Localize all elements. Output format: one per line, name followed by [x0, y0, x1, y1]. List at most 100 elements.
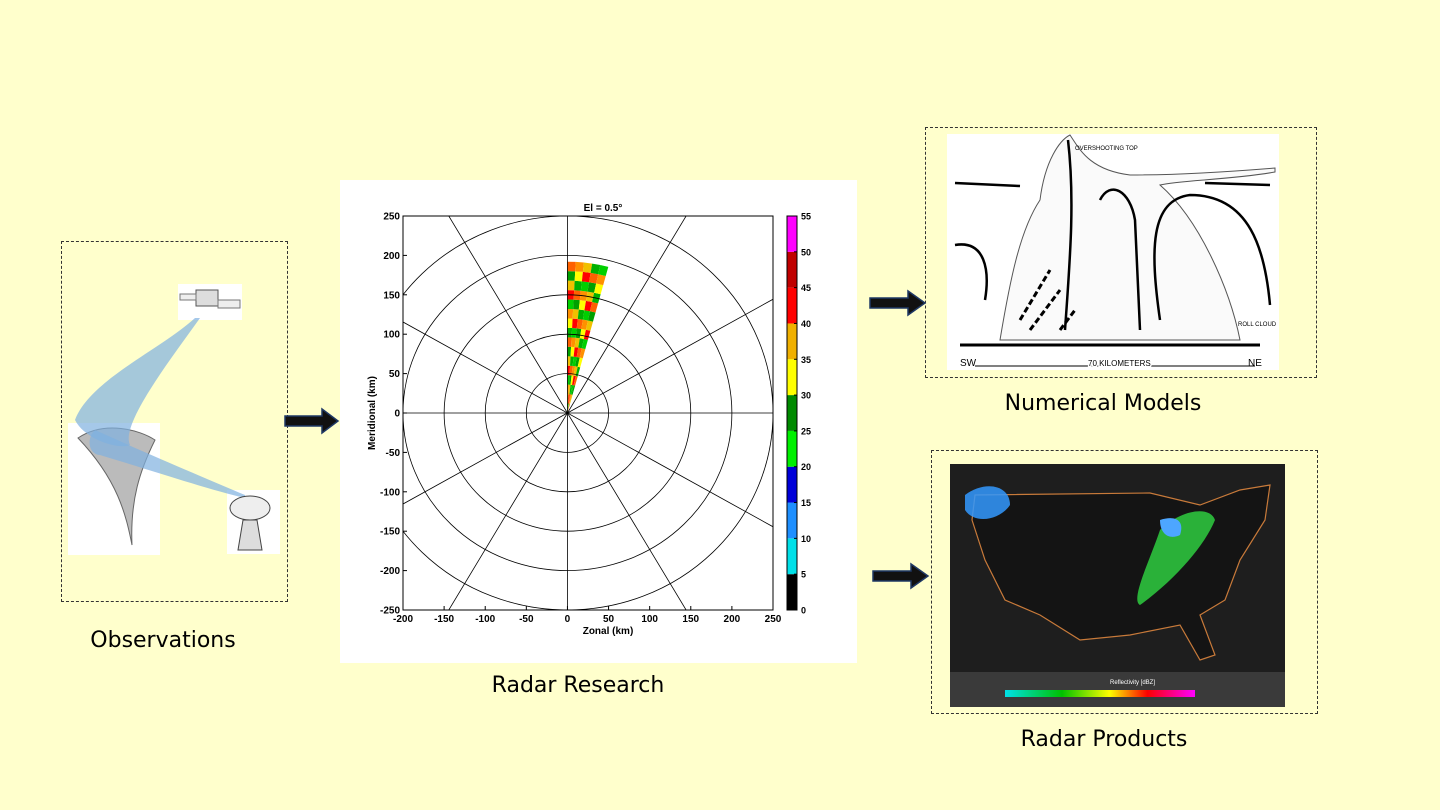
colorbar-tick-label: 25: [801, 426, 811, 436]
arrows: [284, 289, 930, 590]
echo: [567, 403, 570, 413]
y-tick-label: -150: [380, 527, 400, 538]
echo: [567, 365, 571, 376]
echo: [568, 394, 571, 404]
echo: [567, 261, 576, 272]
radar-map: Reflectivity [dBZ]: [950, 464, 1285, 707]
echo: [596, 274, 606, 286]
echo: [567, 337, 572, 347]
echo: [578, 338, 584, 349]
echo: [567, 271, 576, 281]
colorbar-tick-label: 45: [801, 283, 811, 293]
echo: [579, 348, 586, 359]
colorbar-tick-label: 30: [801, 391, 811, 401]
y-tick-label: 0: [394, 409, 400, 420]
echo: [572, 318, 578, 329]
x-tick-label: 150: [682, 614, 699, 625]
colorbar-segment: [787, 574, 797, 610]
x-tick-label: 50: [603, 614, 615, 625]
left-flow: [954, 243, 988, 301]
echo: [568, 375, 572, 385]
echo: [567, 403, 570, 413]
x-tick-label: 250: [765, 614, 782, 625]
map-legend-bg: [950, 672, 1285, 707]
label: Radar Products: [1020, 727, 1188, 752]
echo: [577, 357, 583, 368]
satellite-panel: [179, 293, 197, 301]
y-tick-label: 150: [383, 290, 400, 301]
echo: [571, 365, 576, 376]
echo: [575, 356, 580, 367]
echo: [581, 271, 591, 283]
echo: [567, 356, 571, 366]
radar-plot: -200 -150 -100 -50 0 50 100 150 200 250-250-200-1…: [367, 203, 811, 637]
echo: [587, 282, 597, 293]
colorbar-segment: [787, 538, 797, 575]
label: Radar Research: [491, 673, 665, 698]
echo: [567, 394, 570, 404]
arrow: [284, 407, 340, 435]
x-tick-label: -150: [434, 614, 454, 625]
echo: [571, 328, 577, 338]
echo: [567, 280, 575, 291]
colorbar-segment: [787, 466, 797, 503]
colorbar-tick-label: 20: [801, 462, 811, 472]
map-legend-bar: [1005, 690, 1195, 697]
echo: [580, 281, 590, 292]
products-box: [931, 450, 1318, 714]
storm-label: NE: [1248, 358, 1262, 369]
precip-area: [1160, 518, 1182, 537]
colorbar-segment: [787, 287, 797, 324]
echo: [583, 329, 591, 340]
echo: [573, 376, 578, 386]
echo: [573, 299, 580, 310]
echo: [585, 320, 593, 331]
echo: [590, 263, 601, 275]
y-tick-label: 50: [389, 369, 401, 380]
precip-area: [1137, 511, 1215, 605]
echo: [577, 309, 585, 320]
echo: [582, 262, 593, 273]
echo: [567, 375, 570, 385]
x-tick-label: 200: [724, 614, 741, 625]
echo: [571, 337, 576, 348]
echo: [572, 309, 579, 319]
models-box: [925, 127, 1317, 378]
circulation: [1153, 193, 1272, 321]
echo: [575, 328, 582, 339]
echo: [573, 366, 578, 377]
y-tick-label: 100: [383, 330, 400, 341]
echo: [589, 272, 599, 284]
y-tick-label: -50: [386, 448, 401, 459]
storm-diagram: OVERSHOOTING TOP SW NE 70 KILOMETERS ROL…: [947, 134, 1279, 370]
echo: [575, 366, 581, 377]
colorbar-tick-label: 15: [801, 498, 811, 508]
colorbar-tick-label: 40: [801, 319, 811, 329]
echo: [572, 375, 576, 386]
echo: [594, 283, 604, 295]
label: Observations: [90, 628, 236, 653]
echo: [582, 310, 591, 321]
x-axis-label: Zonal (km): [583, 626, 634, 637]
colorbar-segment: [787, 502, 797, 539]
y-tick-label: 250: [383, 212, 400, 223]
echo: [574, 271, 583, 282]
echo: [584, 300, 593, 312]
satellite: [195, 289, 219, 307]
echo: [569, 365, 573, 376]
echo: [581, 339, 588, 350]
storm-label: SW: [960, 358, 977, 369]
echo: [570, 356, 574, 366]
echo: [587, 311, 596, 322]
echo: [569, 394, 573, 404]
echo: [581, 319, 588, 330]
y-tick-label: -200: [380, 566, 400, 577]
updraft: [1063, 139, 1073, 331]
map-legend-title: Reflectivity [dBZ]: [1110, 680, 1155, 686]
downdraft: [1098, 188, 1142, 331]
plot-title: El = 0.5°: [584, 203, 623, 214]
colorbar-segment: [787, 430, 797, 467]
echo: [598, 265, 609, 276]
